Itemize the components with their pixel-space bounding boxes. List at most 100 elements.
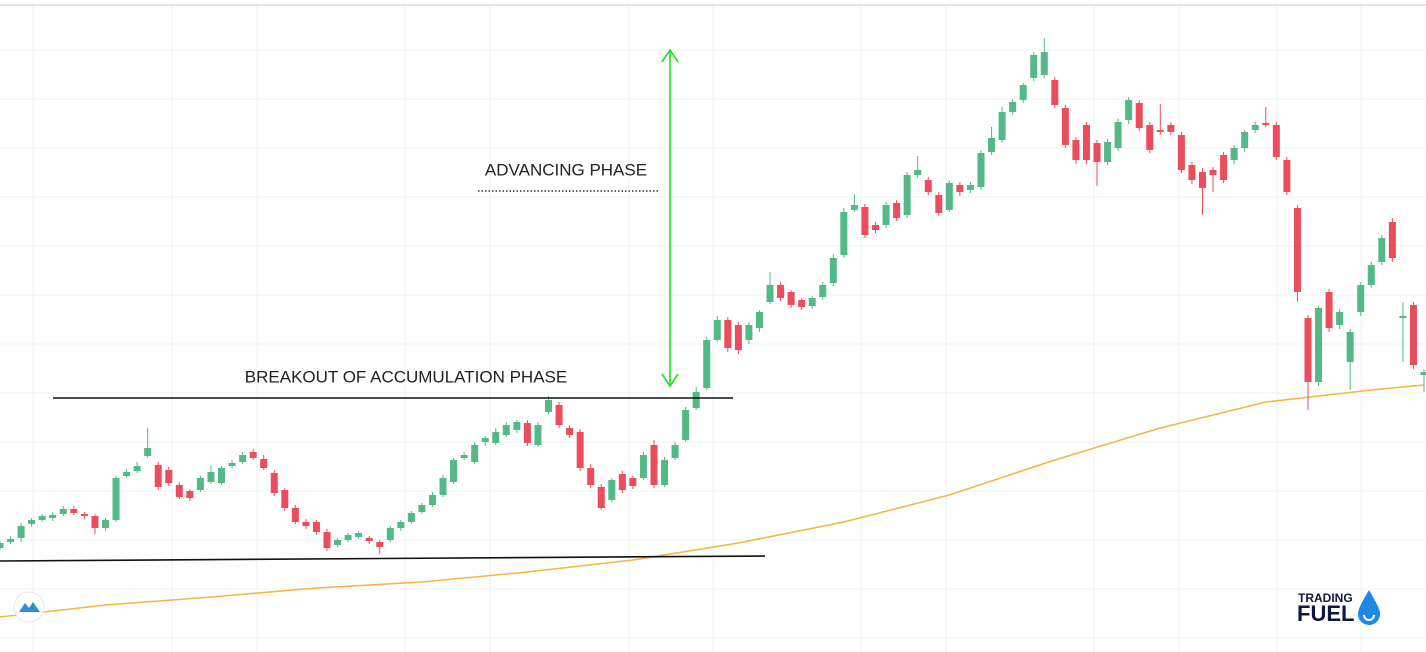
annotation-breakout: BREAKOUT OF ACCUMULATION PHASE (245, 367, 567, 386)
candle-body (787, 292, 795, 305)
candle-body (608, 480, 616, 500)
candle-body (186, 491, 194, 498)
candle-body (893, 203, 901, 218)
candle-body (745, 325, 753, 340)
candle-body (935, 195, 943, 213)
candle-body (1114, 122, 1122, 148)
candle-body (829, 258, 837, 283)
candle-body (766, 285, 774, 302)
candle-body (471, 445, 479, 462)
candle-body (977, 153, 985, 187)
candle-body (112, 478, 120, 520)
candle-body (871, 225, 879, 230)
candle-body (260, 459, 268, 468)
candle-body (1378, 238, 1386, 262)
candle-body (175, 485, 183, 497)
candle-body (1093, 143, 1101, 162)
moving-average-line (0, 384, 1425, 618)
candle-body (1082, 125, 1090, 160)
candle-body (555, 405, 563, 425)
candle-body (228, 463, 236, 466)
candle-body (1072, 140, 1080, 160)
candle-body (587, 468, 595, 485)
candle-body (661, 460, 669, 485)
candle-body (988, 138, 996, 152)
candle-body (966, 185, 974, 190)
candle-body (819, 285, 827, 297)
candle-body (1146, 125, 1154, 150)
logo-line2: FUEL (1297, 601, 1354, 626)
candle-body (196, 478, 204, 490)
candle-body (407, 513, 415, 522)
candle-body (692, 392, 700, 408)
candle-body (1135, 103, 1143, 128)
candle-body (1051, 80, 1059, 105)
logo: TRADING FUEL (1297, 590, 1380, 626)
candle-body (523, 423, 531, 443)
candle-body (17, 526, 25, 538)
candle-body (808, 298, 816, 306)
candle-body (80, 514, 88, 516)
candle-body (281, 490, 289, 508)
candle-body (840, 212, 848, 255)
candle-body (924, 180, 932, 192)
candle-body (861, 207, 869, 235)
candle-body (682, 410, 690, 440)
candle-body (1293, 208, 1301, 292)
candle-body (576, 432, 584, 468)
candle-body (355, 533, 363, 537)
candle-body (513, 422, 521, 430)
candle-body (713, 320, 721, 340)
candle-body (882, 205, 890, 225)
candle-body (998, 112, 1006, 140)
candle-body (0, 543, 4, 548)
candle-body (1399, 316, 1407, 318)
candle-body (1198, 172, 1206, 188)
chart-icon (13, 591, 45, 623)
candle-body (312, 522, 320, 532)
candle-body (165, 470, 173, 483)
candle-body (1220, 155, 1228, 180)
candle-body (218, 468, 226, 483)
candle-body (397, 522, 405, 528)
candle-body (597, 487, 605, 508)
candle-body (1125, 100, 1133, 120)
candle-body (734, 325, 742, 350)
candle-body (1156, 130, 1164, 132)
candle-body (956, 185, 964, 192)
candle-body (133, 466, 141, 471)
moving-average-layer (0, 384, 1425, 618)
candle-body (566, 428, 574, 435)
candle-body (1367, 265, 1375, 285)
candle-body (650, 445, 658, 485)
candle-body (850, 205, 858, 210)
candle-body (481, 438, 489, 442)
support-line (0, 555, 766, 562)
candle-body (492, 432, 500, 443)
candle-body (154, 465, 162, 487)
candle-body (323, 532, 331, 548)
candle-body (249, 452, 257, 458)
candle-body (1315, 308, 1323, 382)
candle-body (1325, 292, 1333, 328)
candle-body (207, 472, 215, 482)
candle-body (144, 448, 152, 456)
candle-body (1388, 222, 1396, 258)
candle-body (1420, 372, 1426, 375)
candle-body (1167, 125, 1175, 132)
candle-body (798, 300, 806, 307)
candle-body (428, 495, 436, 505)
candle-body (777, 285, 785, 298)
candle-body (70, 509, 78, 513)
advance-arrow (661, 48, 679, 388)
candle-body (1409, 305, 1417, 365)
candle-body (123, 472, 131, 476)
candle-body (703, 340, 711, 388)
candle-body (629, 478, 637, 486)
candles (0, 38, 1426, 554)
candle-body (1272, 125, 1280, 157)
candle-body (502, 425, 510, 435)
candle-body (1019, 85, 1027, 100)
candle-body (945, 183, 953, 210)
